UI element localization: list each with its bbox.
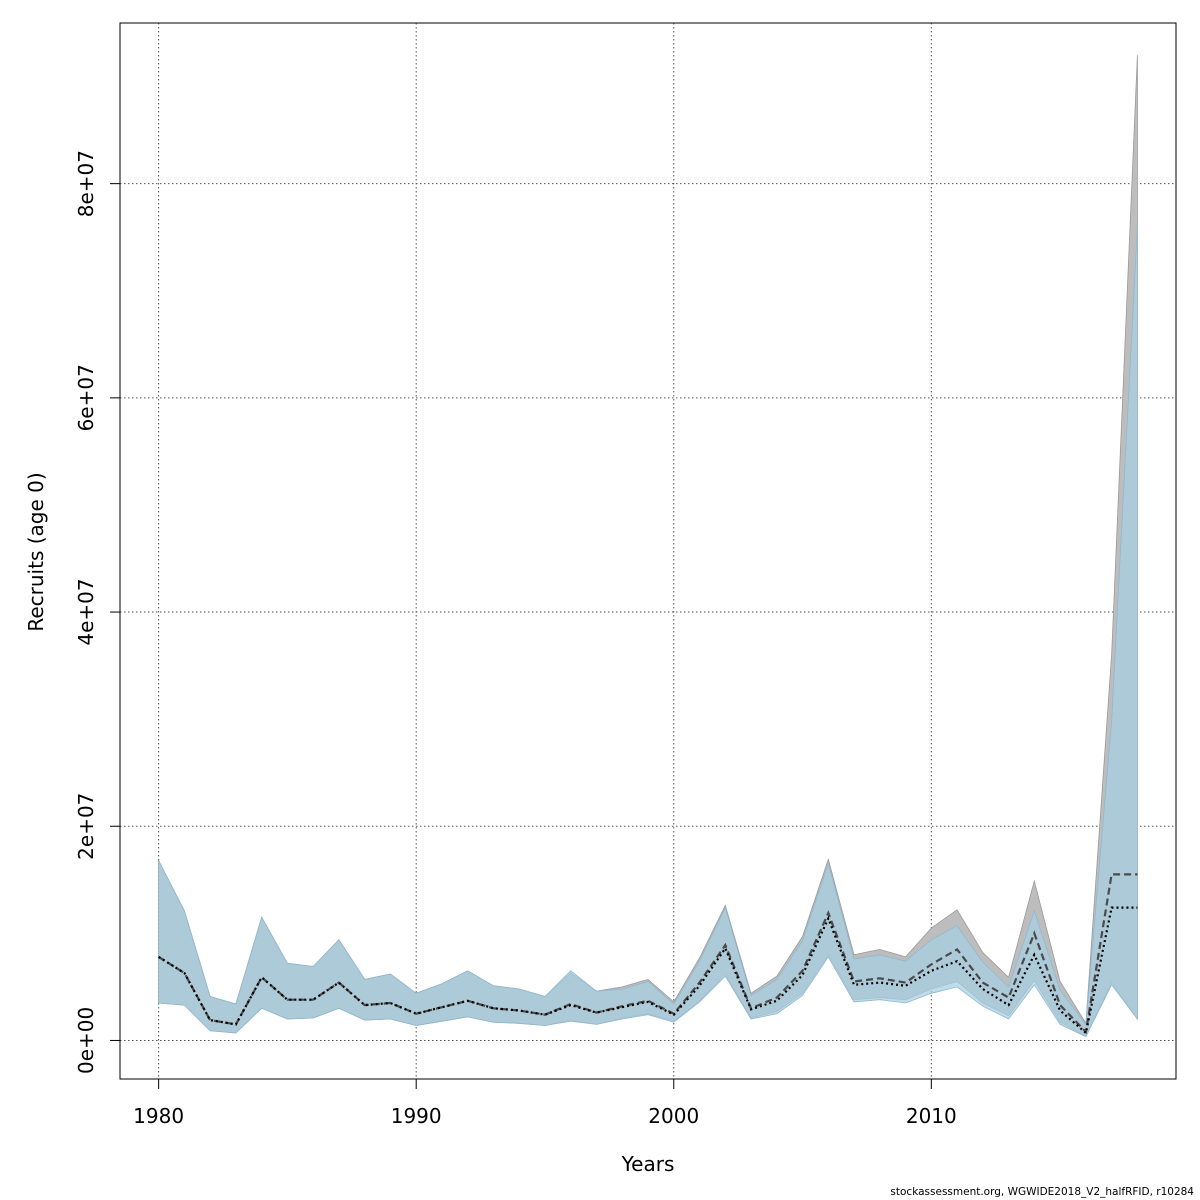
y-tick-label: 0e+00 — [74, 1007, 98, 1074]
reference-confidence-band — [158, 55, 1138, 1037]
y-tick-label: 6e+07 — [74, 364, 98, 431]
y-tick-label: 4e+07 — [74, 578, 98, 645]
plot-frame — [119, 22, 1177, 1080]
estimate-lines — [158, 873, 1138, 1035]
y-axis-title: Recruits (age 0) — [24, 472, 48, 631]
grid-lines — [120, 23, 1176, 1079]
x-tick-label: 2000 — [648, 1104, 699, 1128]
x-axis-title: Years — [621, 1152, 675, 1176]
x-axis: 1980 1990 2000 2010 — [133, 1078, 957, 1128]
y-tick-label: 8e+07 — [74, 150, 98, 217]
confidence-bands — [158, 55, 1138, 1038]
y-tick-label: 2e+07 — [74, 793, 98, 860]
x-tick-label: 1990 — [391, 1104, 442, 1128]
current-estimate-line — [158, 906, 1138, 1035]
x-tick-label: 2010 — [906, 1104, 957, 1128]
x-tick-label: 1980 — [133, 1104, 184, 1128]
reference-estimate-line — [158, 873, 1138, 1035]
current-confidence-band — [158, 226, 1138, 1038]
y-axis: 0e+00 2e+07 4e+07 6e+07 8e+07 — [74, 150, 121, 1074]
footer-credit: stockassessment.org, WGWIDE2018_V2_halfR… — [890, 1186, 1194, 1198]
